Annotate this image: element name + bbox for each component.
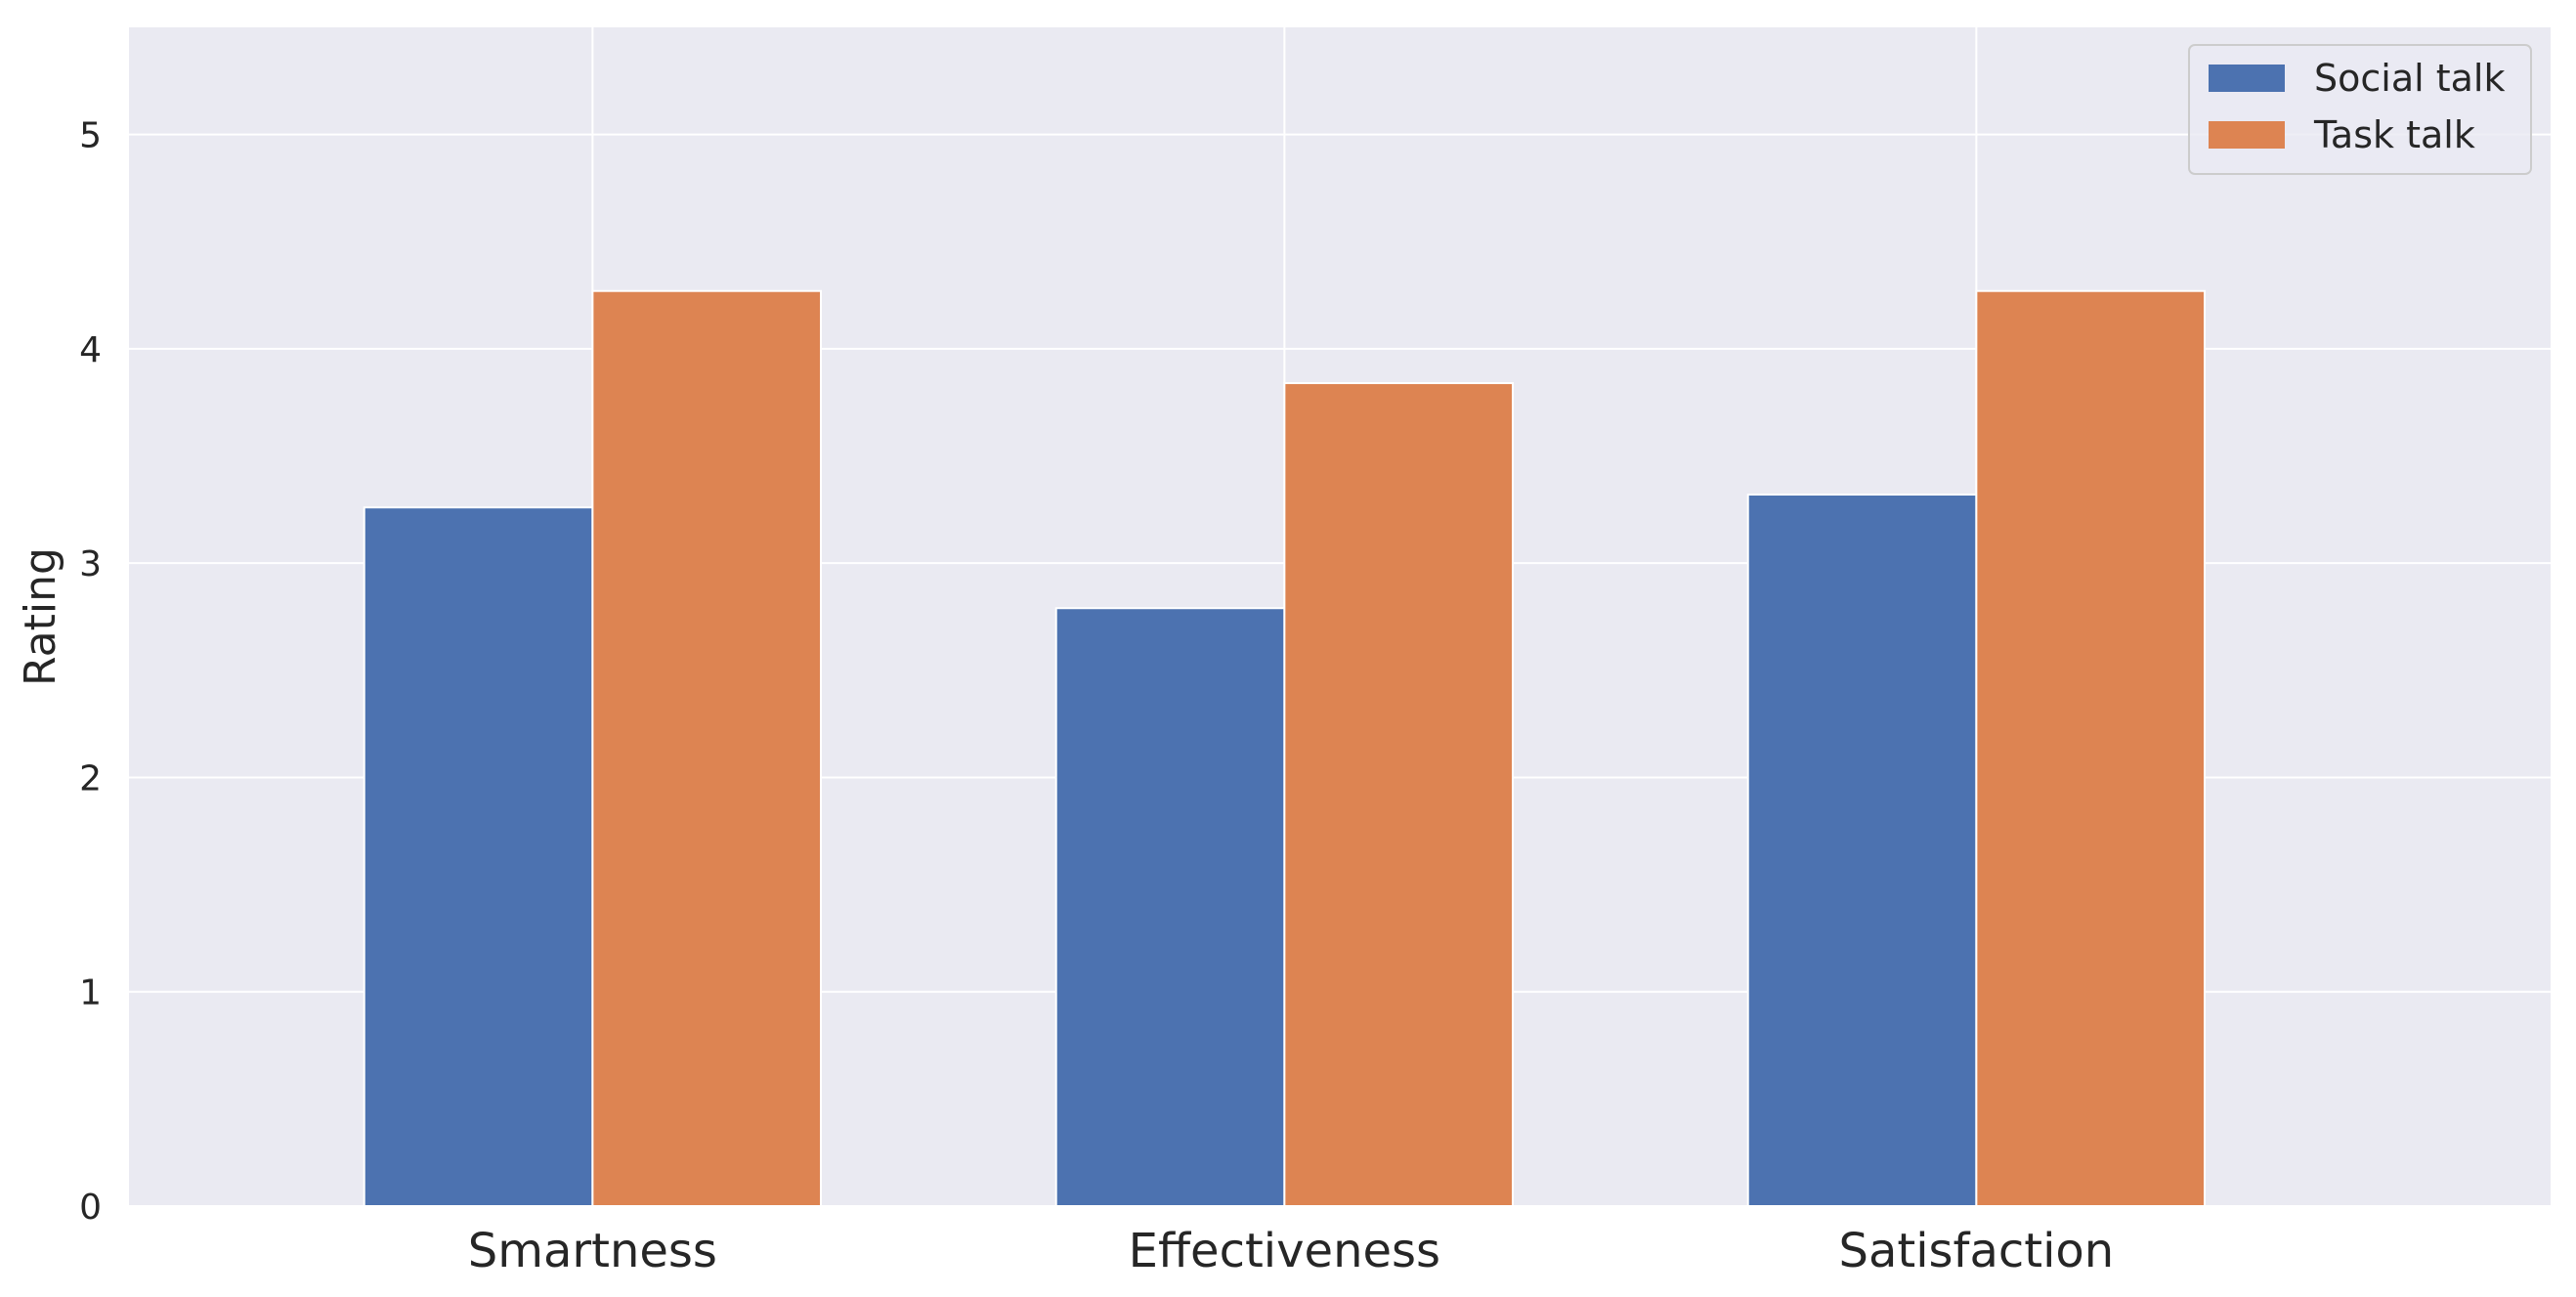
bars: [363, 289, 2206, 1208]
bar-task-talk-smartness: [591, 289, 822, 1207]
legend-label: Task talk: [2313, 113, 2475, 156]
bar-task-talk-satisfaction: [1975, 289, 2206, 1207]
x-category-label: Smartness: [468, 1224, 717, 1278]
legend: Social talk Task talk: [2188, 44, 2532, 175]
y-axis-label: Rating: [16, 547, 65, 686]
bar-social-talk-smartness: [363, 506, 594, 1207]
x-category-label: Satisfaction: [1839, 1224, 2115, 1278]
y-tick-labels: 0 1 2 3 4 5: [79, 116, 102, 1228]
x-category-label: Effectiveness: [1129, 1224, 1440, 1278]
y-tick-label: 2: [79, 758, 102, 799]
legend-label: Social talk: [2314, 57, 2506, 100]
y-tick-label: 1: [79, 973, 102, 1014]
y-tick-label: 4: [79, 330, 102, 370]
bar-social-talk-effectiveness: [1054, 607, 1286, 1207]
y-tick-label: 0: [79, 1188, 102, 1228]
bar-social-talk-satisfaction: [1746, 494, 1978, 1208]
y-tick-label: 3: [79, 544, 102, 584]
legend-swatch: [2209, 121, 2285, 149]
legend-swatch: [2209, 65, 2285, 92]
x-category-labels: Smartness Effectiveness Satisfaction: [468, 1224, 2114, 1278]
bar-task-talk-effectiveness: [1283, 381, 1514, 1207]
y-tick-label: 5: [79, 116, 102, 156]
